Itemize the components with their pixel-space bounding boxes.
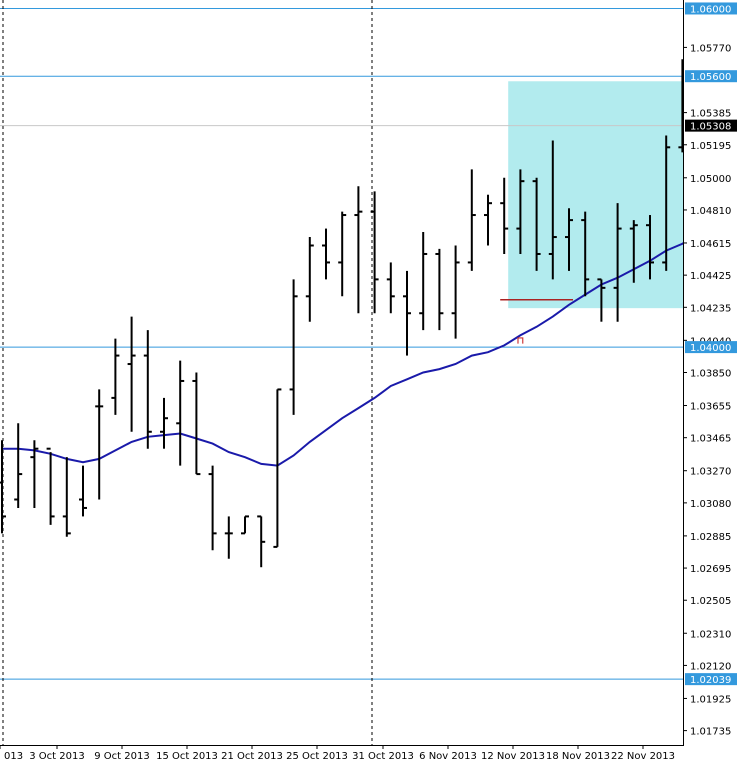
ohlc-bar[interactable] <box>289 279 298 415</box>
time-tick-label: 25 Oct 2013 <box>286 751 348 762</box>
ohlc-bar[interactable] <box>176 360 185 466</box>
ohlc-bar[interactable] <box>338 211 347 297</box>
ohlc-bar[interactable] <box>0 440 6 534</box>
price-tick-label: 1.01735 <box>690 727 731 738</box>
ohlc-bar[interactable] <box>354 186 363 314</box>
price-tick-label: 1.04425 <box>690 271 731 282</box>
ohlc-bar[interactable] <box>403 270 411 356</box>
price-level-label: 1.04000 <box>690 343 731 354</box>
ohlc-bar[interactable] <box>14 423 23 508</box>
price-tick-label: 1.02885 <box>690 532 731 543</box>
price-tick-label: 1.03080 <box>690 499 731 510</box>
time-tick-label: 15 Oct 2013 <box>156 751 218 762</box>
ohlc-bar[interactable] <box>62 457 71 537</box>
ohlc-bar[interactable] <box>79 465 87 517</box>
price-tick-label: 1.05770 <box>690 43 731 54</box>
bar-marker-icon: ⊓ <box>516 336 524 347</box>
time-tick-label: 013 <box>4 751 23 762</box>
ohlc-bar[interactable] <box>208 465 217 551</box>
price-level-label: 1.06000 <box>690 4 731 15</box>
price-tick-label: 1.04810 <box>690 206 731 217</box>
ohlc-bar[interactable] <box>581 211 590 297</box>
ohlc-bar[interactable] <box>370 191 379 314</box>
price-level-label: 1.05600 <box>690 72 731 83</box>
ohlc-bar[interactable] <box>305 237 314 322</box>
ohlc-bar[interactable] <box>46 447 55 525</box>
price-tick-label: 1.04615 <box>690 239 731 250</box>
price-tick-label: 1.02505 <box>690 596 731 607</box>
price-tick-label: 1.03850 <box>690 369 731 380</box>
price-tick-label: 1.05195 <box>690 141 731 152</box>
price-tick-label: 1.03655 <box>690 402 731 413</box>
ohlc-bar[interactable] <box>257 515 266 568</box>
ohlc-bar[interactable] <box>613 203 622 322</box>
ohlc-bar[interactable] <box>160 397 168 449</box>
price-tick-label: 1.03465 <box>690 434 731 445</box>
price-tick-label: 1.04235 <box>690 303 731 314</box>
moving-average-line <box>2 201 738 467</box>
ohlc-bar[interactable] <box>532 177 541 271</box>
price-tick-label: 1.02695 <box>690 564 731 575</box>
ohlc-bar[interactable] <box>451 245 460 339</box>
price-level-label-bg <box>685 341 737 354</box>
time-tick-label: 22 Nov 2013 <box>611 751 675 762</box>
price-tick-label: 1.05385 <box>690 109 731 120</box>
ohlc-bar[interactable] <box>516 169 525 254</box>
time-tick-label: 18 Nov 2013 <box>546 751 610 762</box>
ohlc-bar[interactable] <box>484 194 492 246</box>
price-level-label-bg <box>685 673 737 686</box>
price-tick-label: 1.03270 <box>690 467 731 478</box>
price-level-label-bg <box>685 70 737 83</box>
price-tick-label: 1.02310 <box>690 629 731 640</box>
ohlc-bar[interactable] <box>500 177 509 254</box>
time-tick-label: 6 Nov 2013 <box>419 751 477 762</box>
price-level-label-bg <box>685 2 737 15</box>
time-tick-label: 12 Nov 2013 <box>481 751 545 762</box>
time-tick-label: 31 Oct 2013 <box>352 751 414 762</box>
ohlc-bar[interactable] <box>565 208 573 271</box>
ohlc-bar[interactable] <box>386 262 395 314</box>
ohlc-bar[interactable] <box>127 316 136 432</box>
ohlc-bar[interactable] <box>467 169 476 271</box>
ohlc-bar[interactable] <box>241 515 249 535</box>
ohlc-bar[interactable] <box>597 278 606 322</box>
time-tick-label: 9 Oct 2013 <box>94 751 149 762</box>
current-price-label-bg <box>685 119 737 132</box>
ohlc-bar[interactable] <box>111 338 120 415</box>
ohlc-bar[interactable] <box>646 215 654 280</box>
ohlc-bar[interactable] <box>95 389 104 500</box>
price-tick-label: 1.01925 <box>690 694 731 705</box>
price-tick-label: 1.02120 <box>690 661 731 672</box>
ohlc-bar[interactable] <box>273 388 282 548</box>
price-tick-label: 1.05000 <box>690 174 731 185</box>
time-tick-label: 21 Oct 2013 <box>221 751 283 762</box>
ohlc-bar[interactable] <box>224 516 233 559</box>
time-tick-label: 3 Oct 2013 <box>29 751 84 762</box>
ohlc-bar[interactable] <box>419 231 428 331</box>
ohlc-bar[interactable] <box>548 140 557 280</box>
current-price-label: 1.05308 <box>690 122 731 133</box>
ohlc-bar[interactable] <box>435 248 444 331</box>
price-level-label: 1.02039 <box>690 675 731 686</box>
ohlc-bar[interactable] <box>30 440 39 508</box>
ohlc-bar[interactable] <box>192 372 201 476</box>
ohlc-bar[interactable] <box>662 135 671 271</box>
ohlc-bar[interactable] <box>629 220 638 283</box>
ohlc-bar[interactable] <box>143 330 152 449</box>
ohlc-bar[interactable] <box>322 228 330 280</box>
